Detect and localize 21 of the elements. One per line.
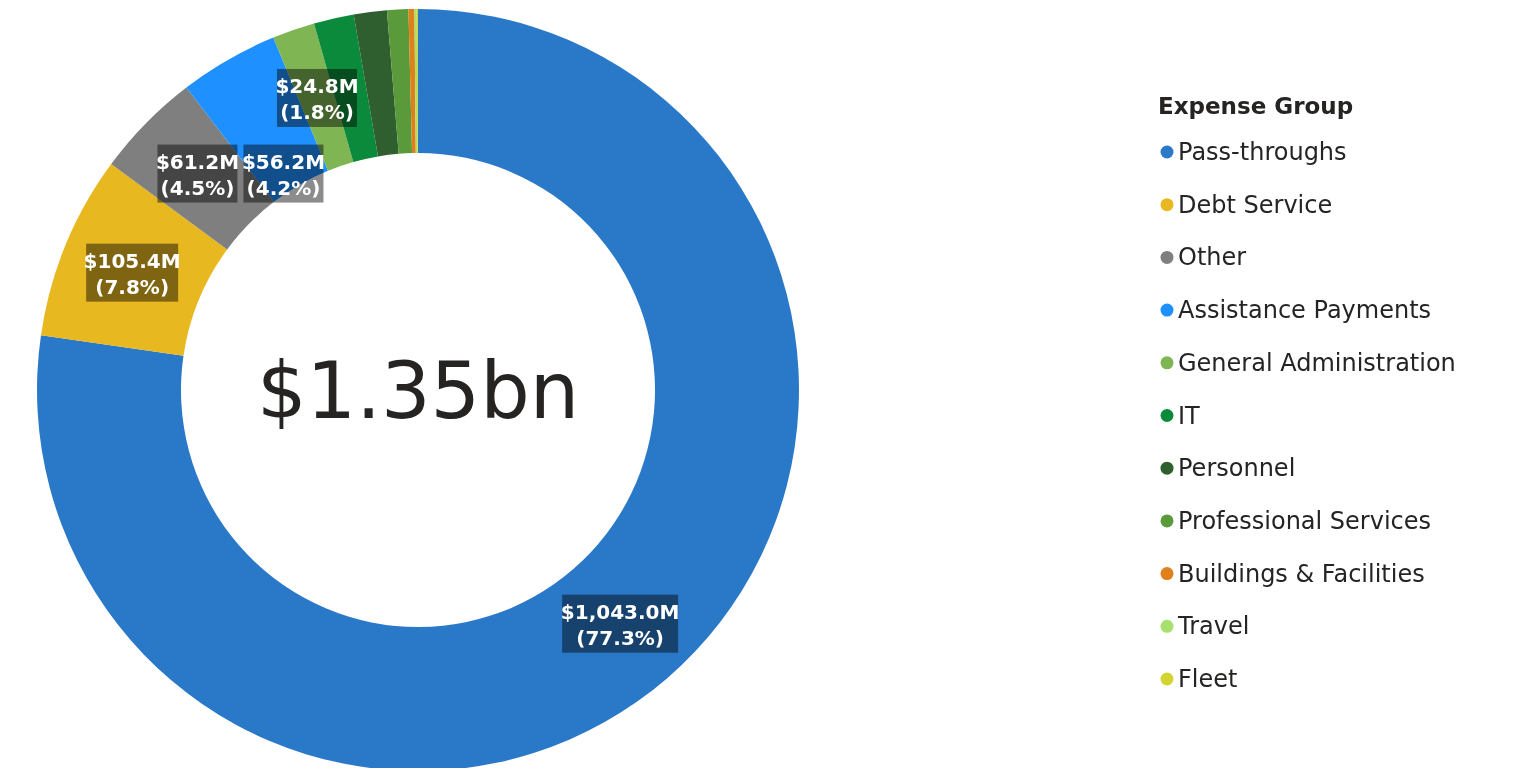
data-label: $1,043.0M (77.3%) <box>560 599 680 650</box>
legend-label: Professional Services <box>1178 506 1432 535</box>
legend-label: Pass-throughs <box>1178 138 1347 166</box>
data-label: $105.4M (7.8%) <box>83 248 181 299</box>
legend-label: Fleet <box>1178 665 1238 693</box>
legend-label: General Administration <box>1178 348 1456 377</box>
legend-label: Personnel <box>1178 454 1296 483</box>
donut-slice <box>37 9 799 768</box>
data-label: $56.2M (4.2%) <box>241 149 326 200</box>
legend-label: IT <box>1178 401 1201 430</box>
text: $1.35bn <box>256 346 580 436</box>
donut-slice <box>408 9 416 154</box>
legend-label: Travel <box>1177 612 1250 641</box>
legend-label: Assistance Payments <box>1178 296 1432 325</box>
legend-title: Expense Group <box>1158 93 1354 119</box>
legend-label: Debt Service <box>1178 190 1333 219</box>
legend-label: Buildings & Facilities <box>1178 559 1425 588</box>
data-label: $61.2M (4.5%) <box>155 149 240 200</box>
donut-slice <box>386 9 413 154</box>
legend-label: Other <box>1178 243 1247 272</box>
data-label: $24.8M (1.8%) <box>275 73 359 124</box>
